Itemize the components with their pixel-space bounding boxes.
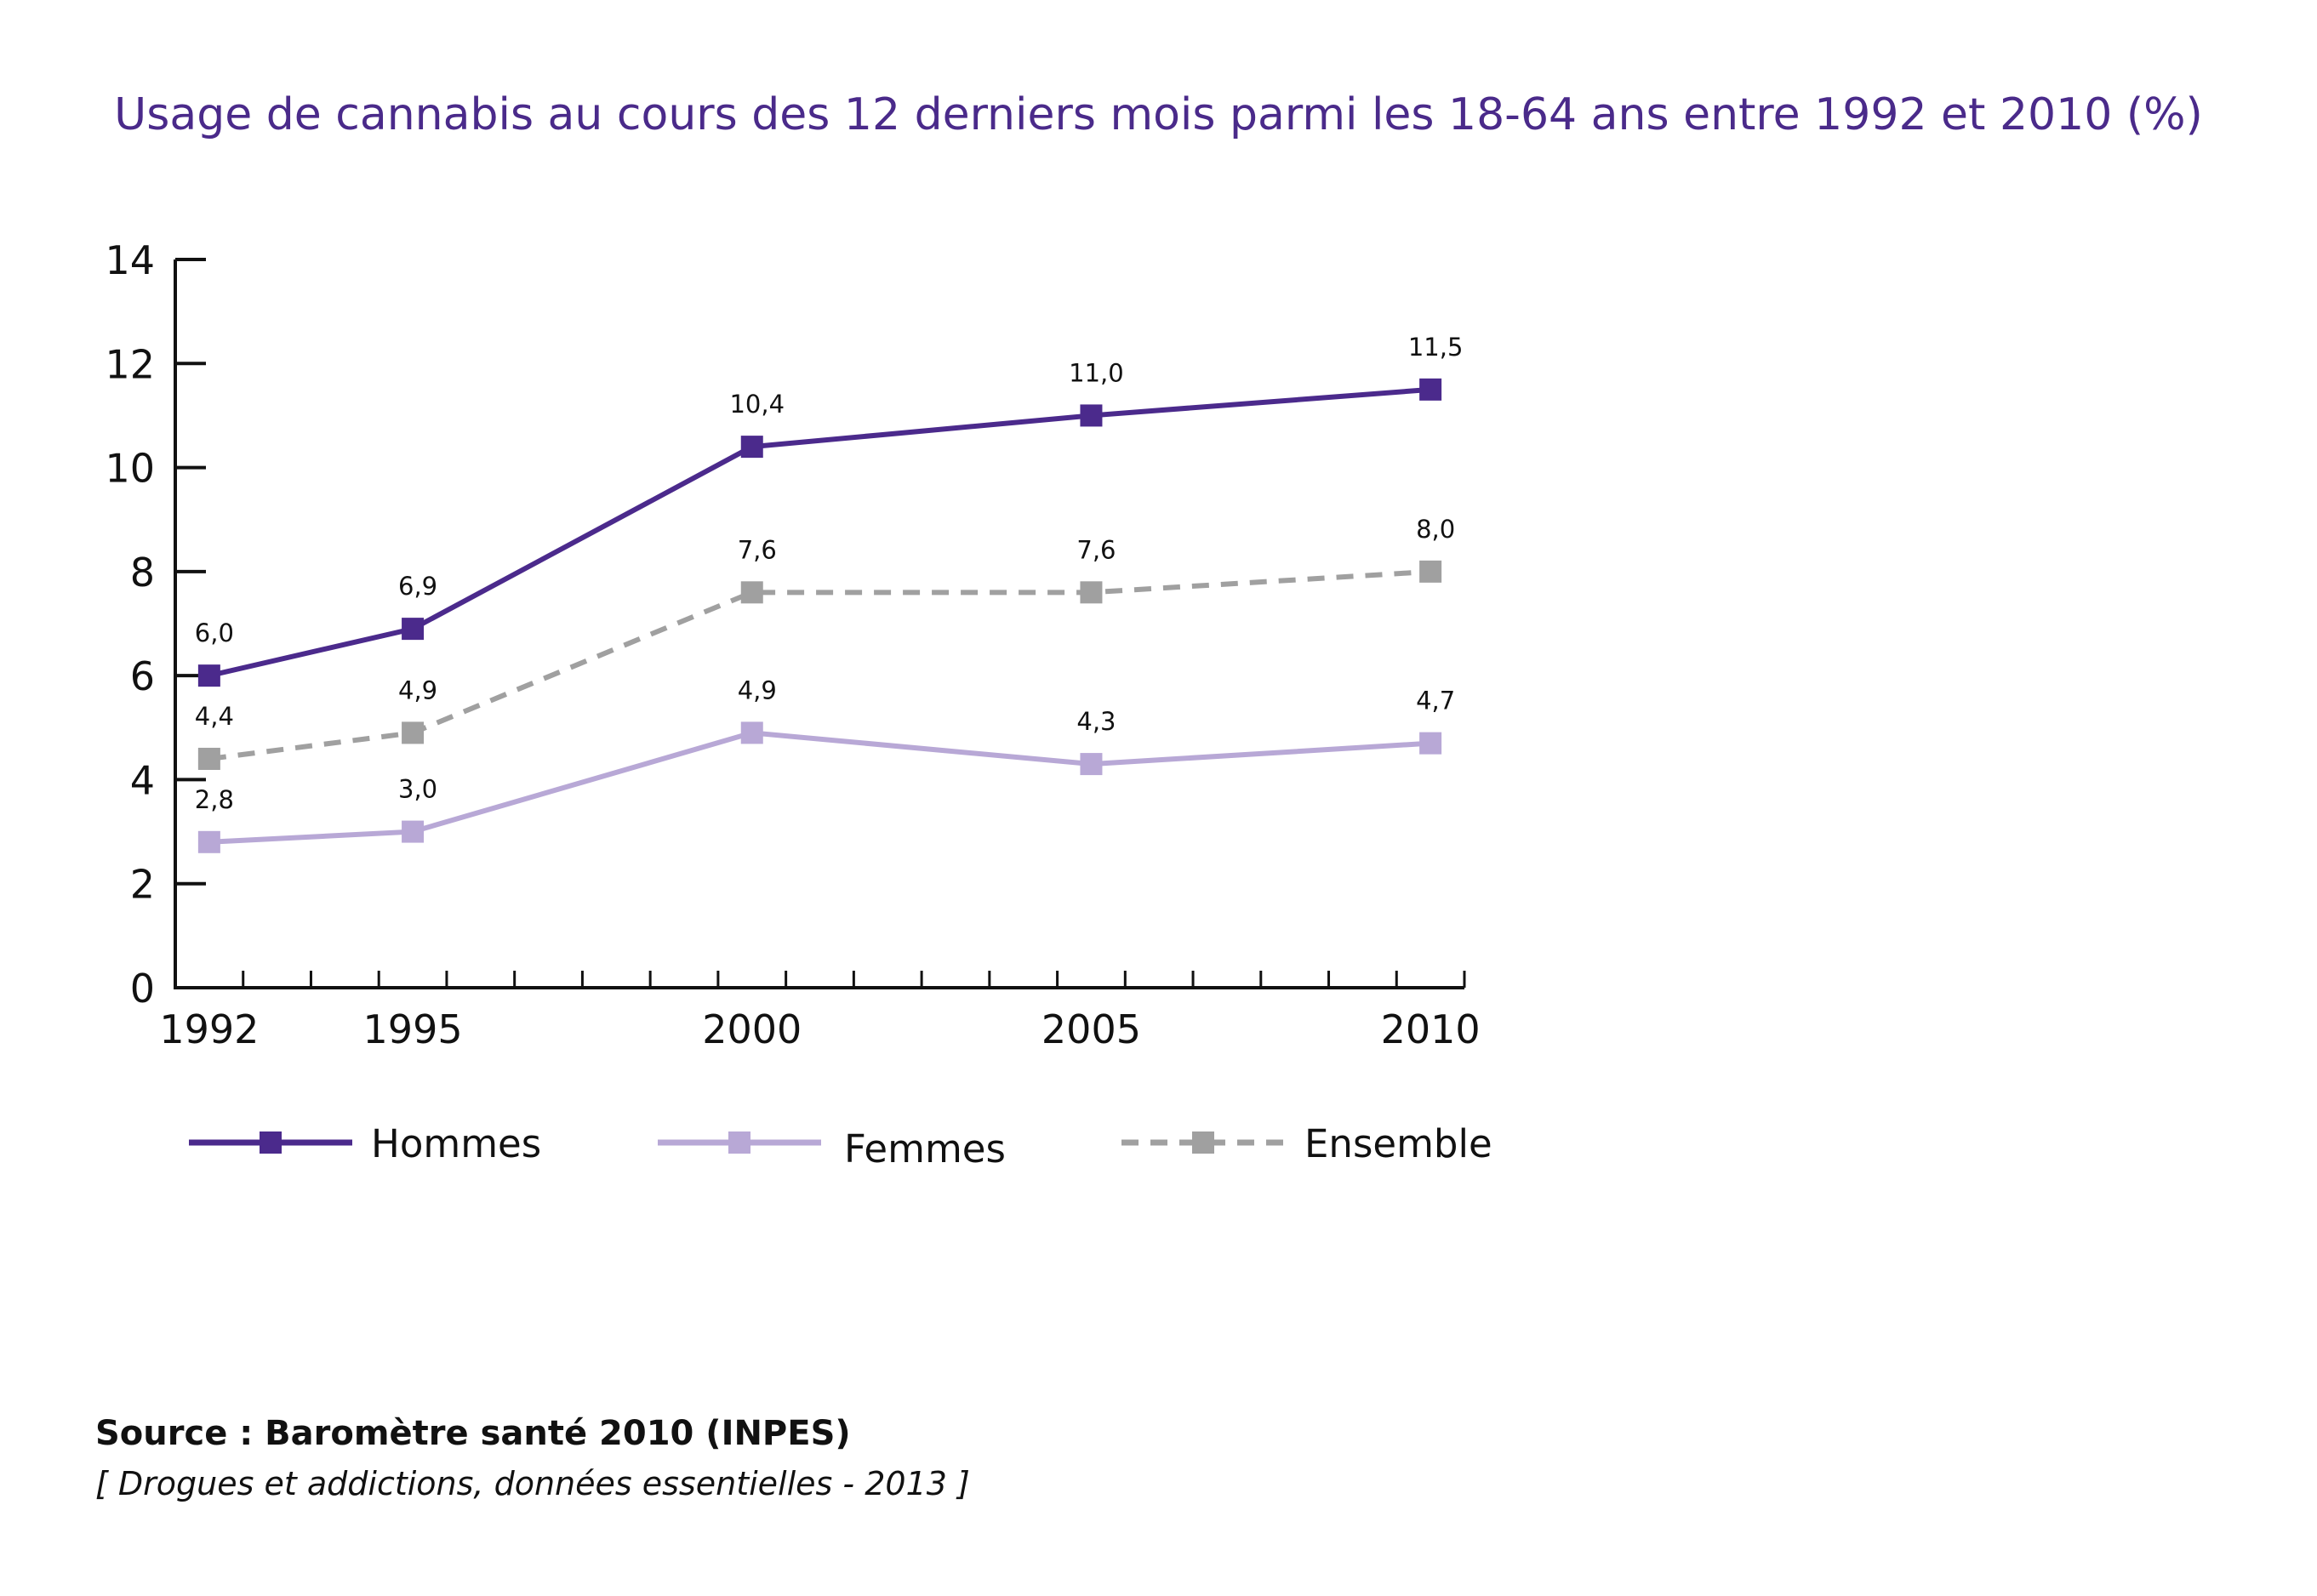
series-line	[208, 386, 1431, 679]
y-tick-label: 12	[105, 341, 155, 387]
source-text: Source : Baromètre santé 2010 (INPES)	[95, 1414, 851, 1453]
data-label: 10,4	[729, 390, 785, 419]
data-label: 7,6	[738, 535, 777, 564]
data-point	[402, 721, 425, 744]
data-point	[740, 581, 763, 604]
data-label: 11,0	[1069, 358, 1124, 387]
data-point	[1419, 378, 1442, 401]
legend-label: Hommes	[371, 1121, 541, 1166]
y-tick-label: 2	[130, 862, 155, 908]
x-tick-label: 1992	[159, 1006, 259, 1052]
data-label: 4,3	[1076, 707, 1116, 736]
x-tick-label: 2000	[702, 1006, 802, 1052]
data-point	[1080, 581, 1103, 604]
data-point	[1419, 732, 1442, 755]
data-label: 6,0	[195, 618, 234, 647]
y-tick-label: 8	[130, 550, 155, 596]
series-femmes: 2,8 3,0 4,9 4,3 4,7	[195, 675, 1455, 853]
legend-label: Ensemble	[1304, 1121, 1492, 1166]
series-line	[208, 730, 1431, 845]
data-label: 2,8	[195, 785, 234, 814]
data-label: 8,0	[1416, 515, 1455, 544]
legend-label: Femmes	[844, 1126, 1006, 1171]
data-point	[740, 721, 763, 744]
y-tick-label: 4	[130, 757, 155, 803]
legend-marker	[260, 1131, 282, 1154]
series-ensemble: 4,4 4,9 7,6 7,6 8,0	[195, 515, 1455, 770]
data-label: 4,7	[1416, 687, 1455, 715]
series-line	[208, 568, 1431, 761]
legend-item-hommes: Hommes	[189, 1121, 541, 1166]
data-point	[1080, 753, 1103, 776]
y-tick-label: 10	[105, 446, 155, 492]
chart-title: Usage de cannabis au cours des 12 dernie…	[114, 89, 2203, 140]
data-label: 4,4	[195, 702, 234, 731]
x-tick-label: 2010	[1381, 1006, 1481, 1052]
legend: Hommes Femmes Ensemble	[189, 1121, 1492, 1171]
y-tick-label: 14	[105, 237, 155, 283]
data-point	[197, 747, 220, 770]
data-label: 7,6	[1076, 535, 1116, 564]
legend-item-femmes: Femmes	[658, 1126, 1006, 1171]
data-point	[402, 820, 425, 843]
legend-item-ensemble: Ensemble	[1121, 1121, 1492, 1166]
y-tick-label: 6	[130, 653, 155, 699]
reference-text: [ Drogues et addictions, données essenti…	[95, 1465, 970, 1502]
data-label: 4,9	[738, 675, 777, 704]
legend-marker	[728, 1131, 750, 1154]
axes: 0 2 4 6 8 10 12 14 1992 1995 2000 2005 2010	[105, 237, 1480, 1052]
data-label: 6,9	[398, 572, 437, 601]
data-label: 4,9	[398, 675, 437, 704]
x-tick-label: 2005	[1042, 1006, 1141, 1052]
data-point	[740, 436, 763, 459]
data-point	[1419, 560, 1442, 583]
series-hommes: 6,0 6,9 10,4 11,0 11,5	[195, 333, 1464, 687]
x-tick-label: 1995	[363, 1006, 463, 1052]
data-label: 11,5	[1408, 333, 1464, 362]
series-group: 4,4 4,9 7,6 7,6 8,0 2,8 3,0 4,9 4,3 4,7 6,0 6,9 10,4…	[195, 333, 1464, 853]
legend-marker	[1192, 1131, 1214, 1154]
data-point	[1080, 404, 1103, 427]
data-label: 3,0	[398, 775, 437, 804]
data-point	[197, 830, 220, 853]
y-tick-label: 0	[130, 966, 155, 1012]
data-point	[402, 618, 425, 641]
data-point	[197, 664, 220, 687]
